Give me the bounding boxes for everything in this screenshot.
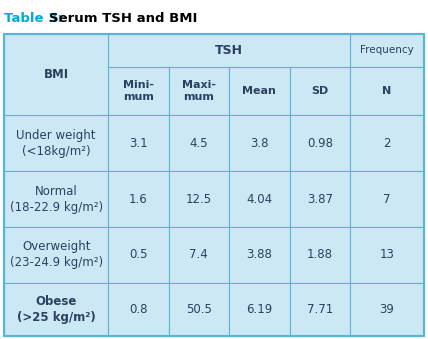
Bar bbox=[229, 34, 290, 67]
Text: 1.88: 1.88 bbox=[307, 248, 333, 261]
Bar bbox=[169, 283, 229, 336]
Bar bbox=[4, 283, 108, 336]
Bar bbox=[290, 283, 350, 336]
Text: Frequency: Frequency bbox=[360, 45, 414, 56]
Bar bbox=[108, 67, 169, 115]
Bar bbox=[350, 34, 424, 67]
Bar bbox=[290, 67, 350, 115]
Bar bbox=[4, 67, 108, 115]
Text: 7: 7 bbox=[383, 193, 391, 205]
Bar bbox=[169, 115, 229, 171]
Text: Mean: Mean bbox=[243, 86, 276, 96]
Text: 0.98: 0.98 bbox=[307, 137, 333, 150]
Bar bbox=[229, 283, 290, 336]
Text: 6.19: 6.19 bbox=[246, 303, 273, 316]
Bar bbox=[169, 34, 229, 67]
Text: 12.5: 12.5 bbox=[186, 193, 212, 205]
Text: Table 3:: Table 3: bbox=[4, 12, 68, 25]
Text: 3.87: 3.87 bbox=[307, 193, 333, 205]
Text: Mini-
mum: Mini- mum bbox=[123, 80, 154, 102]
Bar bbox=[4, 34, 108, 67]
Text: 3.88: 3.88 bbox=[247, 248, 272, 261]
Bar bbox=[169, 171, 229, 227]
Text: 3.1: 3.1 bbox=[129, 137, 148, 150]
Bar bbox=[350, 227, 424, 283]
Text: Maxi-
mum: Maxi- mum bbox=[182, 80, 216, 102]
Bar bbox=[108, 34, 169, 67]
Bar bbox=[290, 115, 350, 171]
Text: N: N bbox=[382, 86, 392, 96]
Bar bbox=[108, 34, 350, 67]
Bar bbox=[4, 34, 108, 115]
Text: 4.04: 4.04 bbox=[247, 193, 273, 205]
Bar bbox=[4, 34, 424, 336]
Text: Serum TSH and BMI: Serum TSH and BMI bbox=[49, 12, 198, 25]
Text: 2: 2 bbox=[383, 137, 391, 150]
Text: Overweight
(23-24.9 kg/m²): Overweight (23-24.9 kg/m²) bbox=[9, 240, 103, 270]
Text: 4.5: 4.5 bbox=[190, 137, 208, 150]
Bar bbox=[229, 171, 290, 227]
Bar bbox=[108, 115, 169, 171]
Bar bbox=[229, 227, 290, 283]
Text: 0.8: 0.8 bbox=[129, 303, 148, 316]
Text: 1.6: 1.6 bbox=[129, 193, 148, 205]
Text: 13: 13 bbox=[380, 248, 395, 261]
Bar bbox=[229, 115, 290, 171]
Text: 7.71: 7.71 bbox=[307, 303, 333, 316]
Text: Obese
(>25 kg/m²): Obese (>25 kg/m²) bbox=[17, 295, 95, 324]
Text: 7.4: 7.4 bbox=[190, 248, 208, 261]
Bar bbox=[350, 283, 424, 336]
Bar bbox=[4, 115, 108, 171]
Bar bbox=[108, 283, 169, 336]
Bar bbox=[350, 115, 424, 171]
Bar bbox=[4, 227, 108, 283]
Bar bbox=[350, 171, 424, 227]
Bar bbox=[290, 34, 350, 67]
Bar bbox=[169, 227, 229, 283]
Text: SD: SD bbox=[311, 86, 329, 96]
Bar bbox=[108, 227, 169, 283]
Text: 3.8: 3.8 bbox=[250, 137, 269, 150]
Bar bbox=[229, 67, 290, 115]
Text: 0.5: 0.5 bbox=[129, 248, 148, 261]
Bar bbox=[290, 227, 350, 283]
Bar bbox=[108, 171, 169, 227]
Bar bbox=[290, 171, 350, 227]
Bar bbox=[350, 67, 424, 115]
Text: BMI: BMI bbox=[44, 68, 69, 81]
Text: Under weight
(<18kg/m²): Under weight (<18kg/m²) bbox=[16, 129, 96, 158]
Bar bbox=[4, 171, 108, 227]
Bar bbox=[169, 67, 229, 115]
Bar bbox=[4, 34, 424, 336]
Text: TSH: TSH bbox=[215, 44, 243, 57]
Text: 50.5: 50.5 bbox=[186, 303, 212, 316]
Text: 39: 39 bbox=[380, 303, 395, 316]
Text: Normal
(18-22.9 kg/m²): Normal (18-22.9 kg/m²) bbox=[9, 185, 103, 214]
